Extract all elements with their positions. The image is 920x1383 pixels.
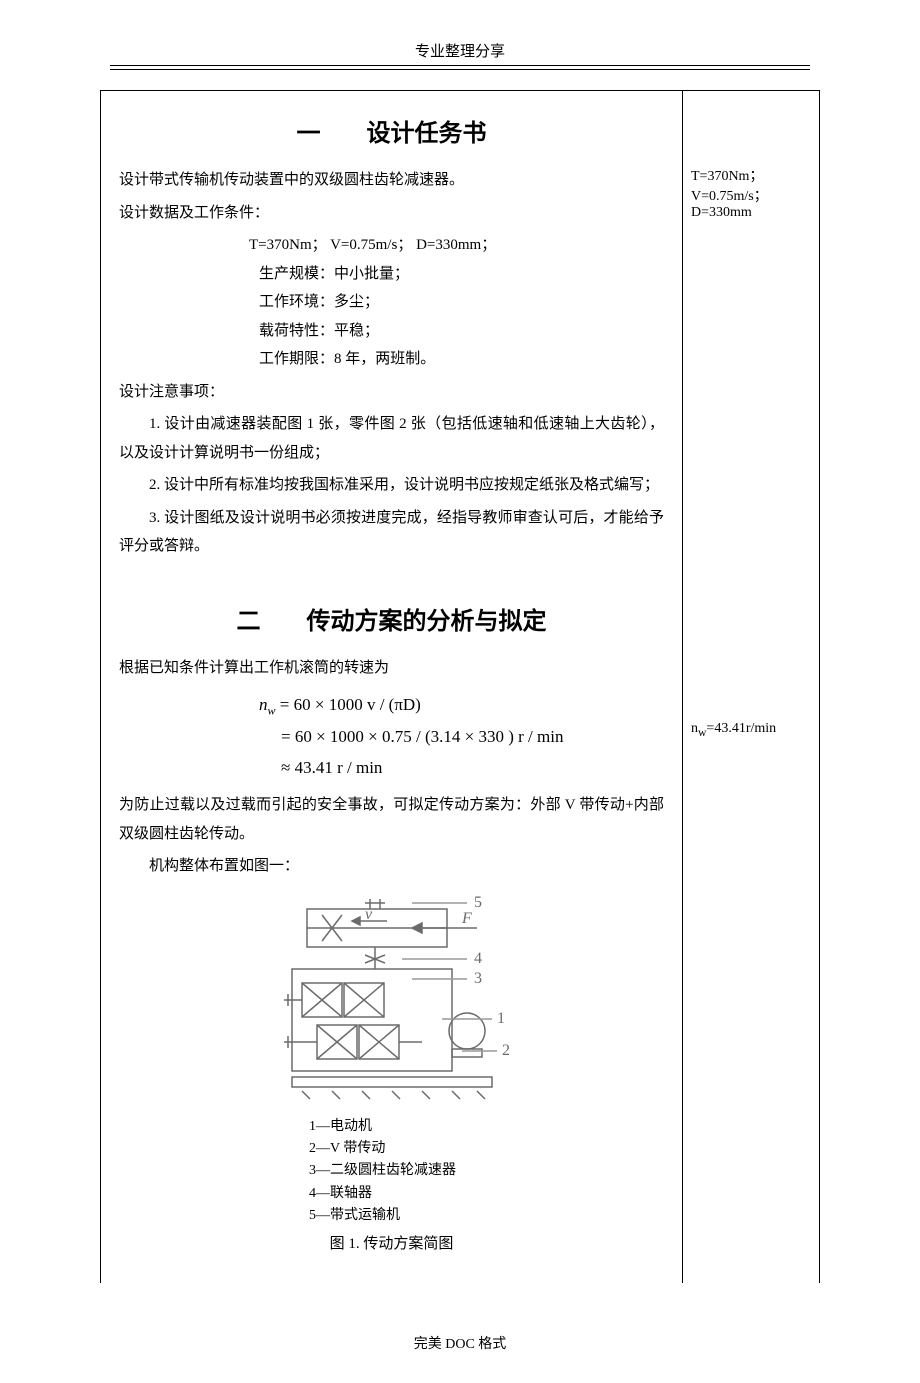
- side-t: T=370Nm；: [691, 165, 811, 185]
- legend-2: 3—二级圆柱齿轮减速器: [309, 1160, 664, 1182]
- s1-param-2: 载荷特性：平稳；: [259, 317, 664, 346]
- side-nw: nw=43.41r/min: [691, 721, 811, 739]
- s1-note-1: 2. 设计中所有标准均按我国标准采用，设计说明书应按规定纸张及格式编写；: [119, 471, 664, 500]
- legend-4: 5—带式运输机: [309, 1205, 664, 1227]
- s1-intro2: 设计数据及工作条件：: [119, 199, 664, 228]
- diagram-label-1: 1: [497, 1010, 505, 1027]
- formula-l2: = 60 × 1000 × 0.75 / (3.14 × 330 ) r / m…: [281, 727, 563, 746]
- page-header: 专业整理分享: [100, 40, 820, 61]
- content-frame: 一 设计任务书 设计带式传输机传动装置中的双级圆柱齿轮减速器。 设计数据及工作条…: [100, 90, 820, 1283]
- diagram-label-3: 3: [474, 970, 482, 987]
- section2-num: 二: [237, 601, 261, 636]
- main-column: 一 设计任务书 设计带式传输机传动装置中的双级圆柱齿轮减速器。 设计数据及工作条…: [101, 91, 683, 1283]
- s1-params-main: T=370Nm； V=0.75m/s； D=330mm；: [249, 231, 664, 260]
- section1-heading: 设计任务书: [367, 121, 487, 147]
- side-d: D=330mm: [691, 205, 811, 221]
- side-nw-r: =43.41r/min: [706, 721, 776, 736]
- legend-1: 2—V 带传动: [309, 1138, 664, 1160]
- section2-heading: 传动方案的分析与拟定: [307, 609, 547, 635]
- formula-l1-right: = 60 × 1000 v / (πD): [276, 695, 421, 714]
- formula-l3: ≈ 43.41 r / min: [281, 758, 382, 777]
- section2-title: 二 传动方案的分析与拟定: [119, 601, 664, 636]
- s1-param-1: 工作环境：多尘；: [259, 288, 664, 317]
- formula-l1-var: n: [259, 695, 268, 714]
- figure-caption: 图 1. 传动方案简图: [119, 1232, 664, 1253]
- legend-0: 1—电动机: [309, 1116, 664, 1138]
- side-nw-l: n: [691, 721, 698, 736]
- diagram-label-4: 4: [474, 950, 482, 967]
- section1-title: 一 设计任务书: [119, 113, 664, 148]
- side-v: V=0.75m/s；: [691, 185, 811, 205]
- s1-note-2: 3. 设计图纸及设计说明书必须按进度完成，经指导教师审查认可后，才能给予评分或答…: [119, 504, 664, 561]
- side-column: T=370Nm； V=0.75m/s； D=330mm nw=43.41r/mi…: [683, 91, 819, 1283]
- diagram-label-5: 5: [474, 894, 482, 911]
- s1-param-0: 生产规模：中小批量；: [259, 260, 664, 289]
- s2-line1: 根据已知条件计算出工作机滚筒的转速为: [119, 654, 664, 683]
- s1-param-3: 工作期限：8 年，两班制。: [259, 345, 664, 374]
- header-rule: [110, 65, 810, 70]
- diagram-label-v: v: [365, 906, 373, 923]
- formula-l1-sub: w: [268, 703, 276, 717]
- s1-intro1: 设计带式传输机传动装置中的双级圆柱齿轮减速器。: [119, 166, 664, 195]
- diagram-svg: v F 5 4 3 1 2: [262, 891, 522, 1111]
- s2-line3: 机构整体布置如图一：: [119, 852, 664, 881]
- figure-1: v F 5 4 3 1 2 1—电动机 2—V 带传动 3—二级圆柱齿轮减速器: [119, 891, 664, 1253]
- diagram-label-F: F: [461, 910, 472, 927]
- page-footer: 完美 DOC 格式: [100, 1333, 820, 1353]
- diagram-label-2: 2: [502, 1042, 510, 1059]
- s1-params-block: 生产规模：中小批量； 工作环境：多尘； 载荷特性：平稳； 工作期限：8 年，两班…: [259, 260, 664, 374]
- legend-3: 4—联轴器: [309, 1183, 664, 1205]
- section1-num: 一: [297, 113, 321, 148]
- s2-line2: 为防止过载以及过载而引起的安全事故，可拟定传动方案为：外部 V 带传动+内部双级…: [119, 791, 664, 848]
- s1-note-0: 1. 设计由减速器装配图 1 张，零件图 2 张（包括低速轴和低速轴上大齿轮），…: [119, 410, 664, 467]
- s1-note-title: 设计注意事项：: [119, 378, 664, 407]
- figure-legend: 1—电动机 2—V 带传动 3—二级圆柱齿轮减速器 4—联轴器 5—带式运输机: [309, 1116, 664, 1228]
- s2-formula: nw = 60 × 1000 v / (πD) = 60 × 1000 × 0.…: [259, 690, 664, 783]
